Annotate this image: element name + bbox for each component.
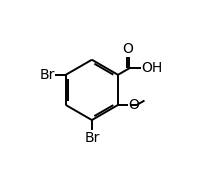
Text: OH: OH: [142, 61, 163, 75]
Text: Br: Br: [84, 131, 99, 145]
Text: O: O: [123, 42, 133, 56]
Text: O: O: [128, 98, 139, 112]
Text: Br: Br: [39, 68, 55, 82]
